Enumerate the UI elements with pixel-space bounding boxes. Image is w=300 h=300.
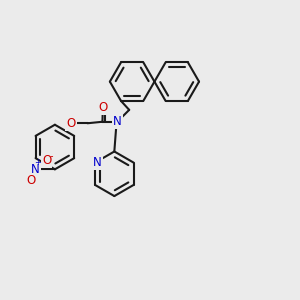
Text: O: O bbox=[99, 101, 108, 114]
Text: N: N bbox=[31, 163, 40, 176]
Text: O: O bbox=[26, 174, 35, 187]
Text: N: N bbox=[93, 156, 102, 169]
Text: N: N bbox=[113, 115, 122, 128]
Text: +: + bbox=[34, 158, 41, 167]
Text: O: O bbox=[42, 154, 51, 167]
Text: -: - bbox=[50, 151, 53, 160]
Text: O: O bbox=[67, 117, 76, 130]
